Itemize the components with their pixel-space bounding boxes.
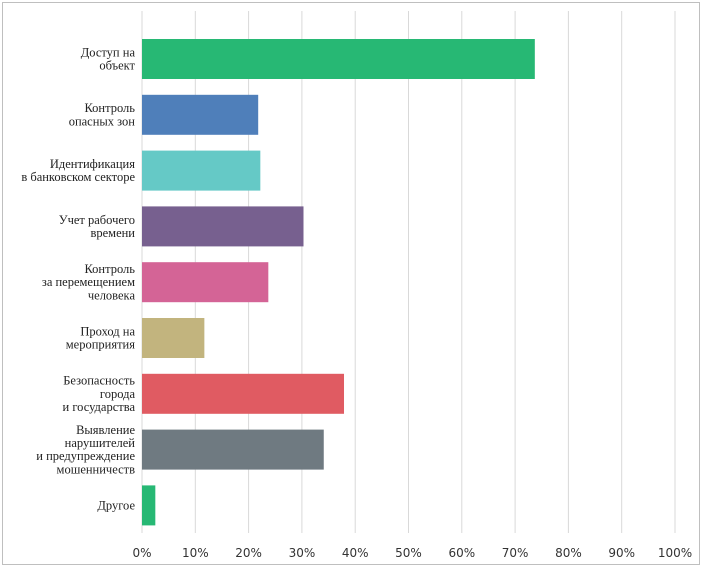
category-label-line: нарушителей: [65, 436, 136, 450]
bar: [142, 39, 535, 79]
x-tick-label: 10%: [182, 546, 209, 560]
x-tick-label: 80%: [555, 546, 582, 560]
category-label: Безопасность города и государства: [63, 374, 136, 414]
x-tick-label: 100%: [658, 546, 692, 560]
category-label: Доступ на объект: [81, 45, 136, 72]
category-label: Контроль за перемещением человека: [42, 262, 136, 302]
category-label-line: Доступ на: [81, 45, 136, 59]
x-tick-label: 20%: [235, 546, 262, 560]
bar: [142, 262, 269, 303]
bar: [142, 206, 304, 247]
category-label-line: Контроль: [84, 262, 135, 276]
category-label-line: человека: [88, 288, 136, 302]
category-label-line: города: [100, 387, 136, 401]
category-label: Проход на мероприятия: [66, 324, 136, 351]
category-label: Контроль опасных зон: [69, 101, 136, 128]
bar: [142, 485, 156, 526]
category-label-line: Идентификация: [50, 157, 135, 171]
category-label-line: Контроль: [84, 101, 135, 115]
category-label-line: объект: [99, 59, 135, 73]
chart-frame: Доступ на объект Контроль опасных зон Иденти…: [2, 2, 700, 565]
category-label: Учет рабочего времени: [59, 213, 136, 240]
category-label-line: и государства: [63, 400, 136, 414]
category-label-line: Выявление: [76, 423, 135, 437]
bar: [142, 373, 345, 414]
category-label: Идентификация в банковском секторе: [21, 157, 135, 184]
category-label: Другое: [97, 498, 135, 512]
bar: [142, 318, 205, 358]
category-label-line: Другое: [97, 498, 135, 512]
category-label-line: мероприятия: [66, 338, 135, 352]
category-label-line: Учет рабочего: [59, 213, 135, 227]
bar: [142, 150, 261, 191]
category-label-line: Безопасность: [63, 374, 135, 388]
x-tick-label: 70%: [502, 546, 529, 560]
x-tick-label: 50%: [395, 546, 422, 560]
category-label-line: и предупреждение: [36, 449, 135, 463]
category-label-line: времени: [90, 226, 135, 240]
bar: [142, 429, 324, 470]
category-label-line: мошенничеств: [57, 462, 136, 476]
bar: [142, 94, 259, 135]
x-tick-label: 90%: [608, 546, 635, 560]
category-label-line: опасных зон: [69, 114, 136, 128]
category-label-line: в банковском секторе: [21, 170, 135, 184]
x-tick-label: 40%: [342, 546, 369, 560]
x-tick-label: 30%: [289, 546, 316, 560]
category-label: Выявление нарушителей и предупреждение моше…: [36, 423, 135, 477]
x-tick-label: 60%: [448, 546, 475, 560]
bars: [142, 39, 535, 526]
category-label-line: Проход на: [80, 324, 135, 338]
x-tick-labels: 0% 10% 20% 30% 40% 50% 60% 70% 80% 90% 100%: [132, 546, 692, 560]
category-label-line: за перемещением: [42, 275, 135, 289]
x-tick-label: 0%: [132, 546, 151, 560]
